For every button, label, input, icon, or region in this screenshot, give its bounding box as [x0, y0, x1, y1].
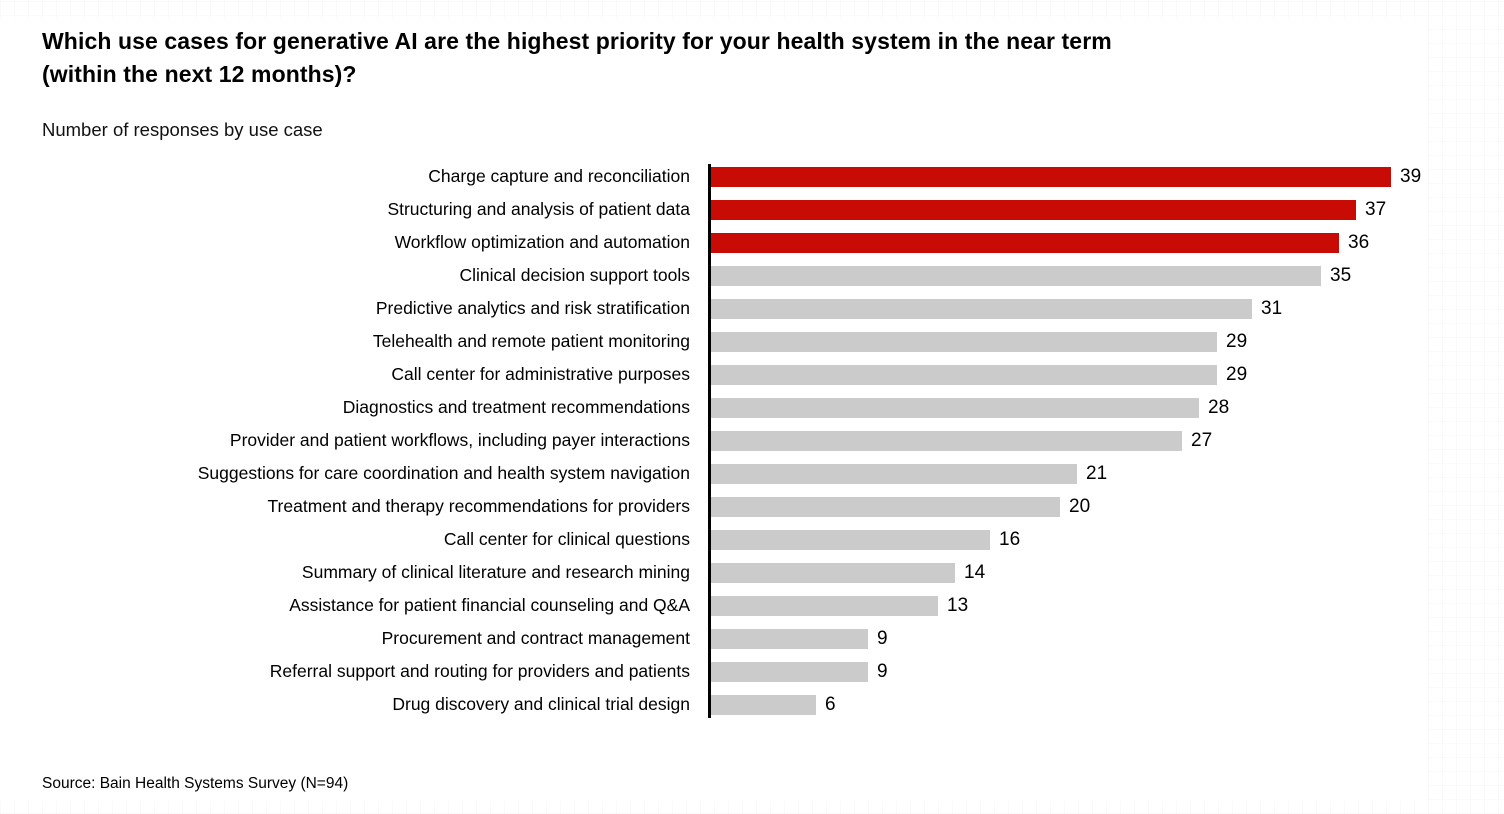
bar-value-label: 28 — [1208, 396, 1230, 418]
bar-value-label: 9 — [877, 660, 888, 682]
chart-title-line1: Which use cases for generative AI are th… — [42, 28, 1112, 54]
chart-title: Which use cases for generative AI are th… — [42, 25, 1342, 91]
bar — [711, 463, 1077, 484]
bar-row: Call center for administrative purposes 2… — [0, 358, 1427, 391]
bar-row: Treatment and therapy recommendations fo… — [0, 490, 1427, 523]
bar-row: Structuring and analysis of patient data… — [0, 193, 1427, 226]
bar-value-label: 6 — [825, 693, 836, 715]
bar-category-label: Drug discovery and clinical trial design — [392, 694, 690, 714]
bar — [711, 364, 1217, 385]
bar-row: Procurement and contract management 9 — [0, 622, 1427, 655]
bar-category-label: Predictive analytics and risk stratifica… — [375, 298, 690, 318]
bar — [711, 694, 816, 715]
bar-category-label: Suggestions for care coordination and he… — [197, 463, 690, 483]
bar-value-label: 39 — [1400, 165, 1422, 187]
bar-row: Assistance for patient financial counsel… — [0, 589, 1427, 622]
bar — [711, 331, 1217, 352]
bar-row: Drug discovery and clinical trial design… — [0, 688, 1427, 721]
bar-row: Telehealth and remote patient monitoring… — [0, 325, 1427, 358]
bar-category-label: Provider and patient workflows, includin… — [229, 430, 690, 450]
bar — [711, 562, 955, 583]
bar — [711, 430, 1182, 451]
chart-figure: Which use cases for generative AI are th… — [0, 20, 1427, 801]
bar-row: Summary of clinical literature and resea… — [0, 556, 1427, 589]
bar-category-label: Call center for administrative purposes — [391, 364, 690, 384]
bar — [711, 661, 868, 682]
bar-value-label: 21 — [1086, 462, 1108, 484]
bar — [711, 496, 1060, 517]
bar-value-label: 16 — [999, 528, 1021, 550]
bar-row: Call center for clinical questions 16 — [0, 523, 1427, 556]
bar-row: Charge capture and reconciliation 39 — [0, 160, 1427, 193]
bar-row: Suggestions for care coordination and he… — [0, 457, 1427, 490]
bar-row: Predictive analytics and risk stratifica… — [0, 292, 1427, 325]
bar-chart-plot-area: Charge capture and reconciliation 39 Struc… — [0, 160, 1427, 725]
bar-row: Referral support and routing for provide… — [0, 655, 1427, 688]
chart-subtitle: Number of responses by use case — [42, 119, 323, 140]
bar-category-label: Call center for clinical questions — [443, 529, 690, 549]
bar — [711, 397, 1199, 418]
bar — [711, 166, 1391, 187]
bar-category-label: Referral support and routing for provide… — [269, 661, 690, 681]
bar-value-label: 36 — [1348, 231, 1370, 253]
bar-row: Workflow optimization and automation 36 — [0, 226, 1427, 259]
bar-category-label: Diagnostics and treatment recommendation… — [342, 397, 690, 417]
bar-value-label: 29 — [1226, 330, 1248, 352]
bar-category-label: Assistance for patient financial counsel… — [289, 595, 690, 615]
bar-value-label: 27 — [1191, 429, 1213, 451]
bar-category-label: Charge capture and reconciliation — [428, 166, 690, 186]
bar-rows: Charge capture and reconciliation 39 Struc… — [0, 160, 1427, 721]
bar-category-label: Clinical decision support tools — [459, 265, 690, 285]
bar — [711, 298, 1252, 319]
chart-title-line2: (within the next 12 months)? — [42, 61, 357, 87]
bar-category-label: Treatment and therapy recommendations fo… — [267, 496, 690, 516]
bar-value-label: 35 — [1330, 264, 1352, 286]
bar — [711, 199, 1356, 220]
bar-value-label: 20 — [1069, 495, 1091, 517]
bar — [711, 628, 868, 649]
bar-category-label: Procurement and contract management — [381, 628, 690, 648]
y-axis-line — [708, 164, 711, 718]
bar-category-label: Telehealth and remote patient monitoring — [372, 331, 690, 351]
bar-value-label: 29 — [1226, 363, 1248, 385]
bar — [711, 232, 1339, 253]
bar — [711, 595, 938, 616]
bar-category-label: Summary of clinical literature and resea… — [301, 562, 690, 582]
bar-value-label: 14 — [964, 561, 986, 583]
bar — [711, 265, 1321, 286]
bar-value-label: 37 — [1365, 198, 1387, 220]
bar-value-label: 31 — [1261, 297, 1283, 319]
source-note: Source: Bain Health Systems Survey (N=94… — [42, 775, 349, 792]
bar — [711, 529, 990, 550]
bar-category-label: Structuring and analysis of patient data — [387, 199, 690, 219]
bar-value-label: 13 — [947, 594, 969, 616]
bar-row: Provider and patient workflows, includin… — [0, 424, 1427, 457]
bar-row: Clinical decision support tools 35 — [0, 259, 1427, 292]
bar-value-label: 9 — [877, 627, 888, 649]
bar-row: Diagnostics and treatment recommendation… — [0, 391, 1427, 424]
bar-category-label: Workflow optimization and automation — [394, 232, 690, 252]
